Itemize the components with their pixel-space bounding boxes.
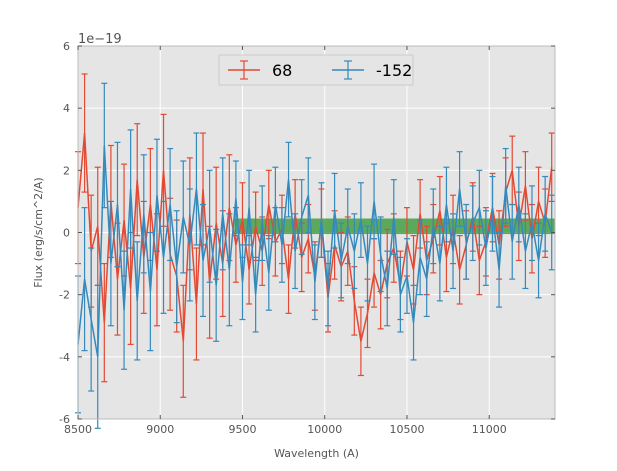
legend-label: -152: [376, 61, 412, 80]
y-tick-label: 0: [63, 227, 70, 240]
x-tick-label: 10500: [389, 423, 424, 436]
x-tick-label: 9500: [228, 423, 256, 436]
y-tick-label: 4: [63, 102, 70, 115]
y-tick-label: -4: [59, 351, 70, 364]
x-tick-label: 11000: [472, 423, 507, 436]
x-axis-label: Wavelength (A): [274, 447, 359, 460]
legend: 68 -152: [218, 54, 414, 86]
legend-entry: 68: [228, 60, 292, 80]
offset-text: 1e−19: [78, 32, 122, 47]
series-layer: [75, 73, 555, 429]
series-line: [77, 145, 553, 357]
legend-entry: -152: [332, 60, 412, 80]
series-2: [75, 82, 555, 429]
x-tick-label: 8500: [64, 423, 92, 436]
x-tick-label: 9000: [146, 423, 174, 436]
x-tick-label: 10000: [307, 423, 342, 436]
y-tick-label: 6: [63, 40, 70, 53]
y-axis-label: Flux (erg/s/cm^2/A): [32, 177, 45, 287]
y-tick-label: -2: [59, 289, 70, 302]
y-tick-label: -6: [59, 413, 70, 426]
axis-ticks: 8500 9000 9500 10000 10500 11000 -6 -4 -2 0 2 4 6: [59, 40, 555, 436]
y-tick-label: 2: [63, 164, 70, 177]
legend-label: 68: [272, 61, 292, 80]
